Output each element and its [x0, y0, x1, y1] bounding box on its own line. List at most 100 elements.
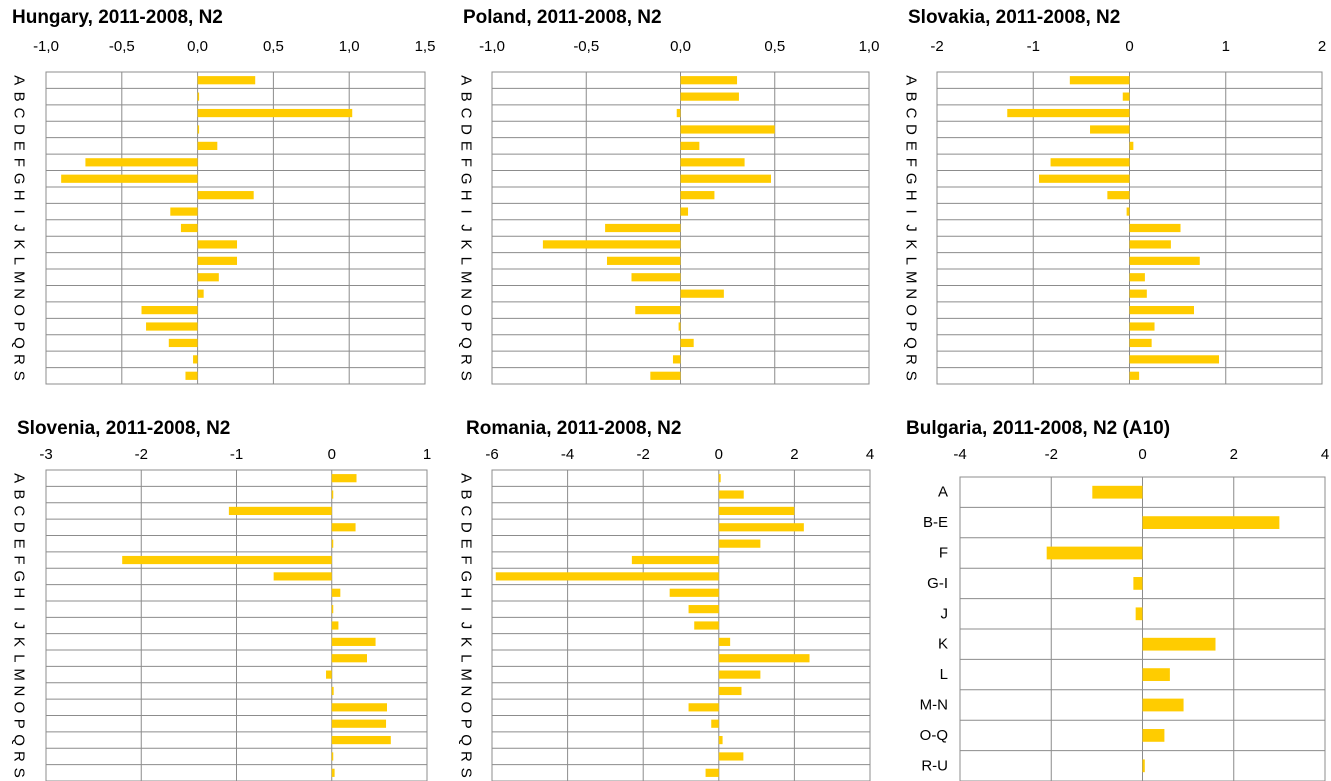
chart-panel-1: Hungary, 2011-2008, N2 -1,0 -0,5 0,0 0,5 1,0 1…: [11, 7, 435, 385]
category-label: N: [903, 288, 920, 299]
category-label: A: [458, 473, 475, 483]
bar-s: [1129, 371, 1140, 380]
category-label: K: [458, 239, 475, 249]
bar-o: [635, 306, 681, 315]
bar-r-u: [1142, 759, 1145, 773]
bar-r: [331, 752, 334, 761]
bar-m: [326, 670, 332, 679]
x-tick-label: 2: [790, 446, 798, 463]
category-label: G: [11, 571, 28, 583]
chart-title: Romania, 2011-2008, N2: [466, 418, 681, 439]
category-label: L: [11, 257, 28, 265]
bar-k: [718, 637, 731, 646]
category-label: B: [11, 92, 28, 102]
category-label: R: [11, 751, 28, 762]
bar-q: [718, 735, 723, 745]
x-tick-label: -4: [953, 446, 966, 463]
chart-panel-2: Poland, 2011-2008, N2 -1,0 -0,5 0,0 0,5 1,0 AB…: [458, 7, 879, 385]
bar-k: [197, 240, 238, 249]
category-label: B-E: [923, 514, 948, 531]
bar-f: [1046, 546, 1143, 560]
bar-d: [197, 125, 200, 134]
bar-l: [331, 654, 367, 663]
category-label: S: [458, 371, 475, 381]
x-tick-label: -0,5: [109, 38, 135, 55]
category-label: M: [458, 668, 475, 681]
bar-a: [680, 76, 738, 85]
category-label: R: [458, 354, 475, 365]
x-tick-label: 0,5: [764, 38, 785, 55]
category-label: K: [903, 239, 920, 249]
category-label: A: [938, 484, 948, 501]
bar-g-i: [1133, 577, 1143, 590]
bar-p: [1129, 322, 1155, 331]
bar-n: [1129, 289, 1147, 298]
bar-q: [680, 338, 694, 348]
bar-m: [631, 273, 681, 282]
bar-e: [197, 141, 218, 150]
bar-b: [718, 490, 744, 499]
bar-e: [680, 141, 700, 150]
category-label: G: [903, 173, 920, 185]
category-label: Q: [458, 734, 475, 746]
category-label: F: [11, 555, 28, 564]
category-label: I: [11, 607, 28, 611]
category-label: O: [11, 304, 28, 316]
bar-j: [694, 621, 719, 630]
category-label: L: [11, 654, 28, 662]
x-tick-label: 0: [328, 446, 336, 463]
bar-k: [542, 240, 681, 249]
category-label: M: [458, 271, 475, 284]
bar-a: [718, 474, 721, 483]
bar-k: [1129, 240, 1171, 249]
category-label: N: [458, 686, 475, 697]
chart-title: Slovakia, 2011-2008, N2: [908, 7, 1120, 28]
category-label: H: [458, 190, 475, 201]
bar-n: [331, 686, 334, 696]
bar-b: [197, 92, 200, 101]
category-label: D: [11, 522, 28, 533]
chart-title: Bulgaria, 2011-2008, N2 (A10): [906, 418, 1170, 439]
x-tick-label: -2: [1045, 446, 1058, 463]
category-label: E: [458, 141, 475, 151]
bar-n: [197, 289, 204, 298]
category-label: H: [903, 190, 920, 201]
bar-b: [1122, 92, 1130, 101]
bar-a: [331, 474, 357, 483]
bar-c: [228, 506, 332, 516]
category-label: Q: [11, 734, 28, 746]
bar-g: [680, 174, 771, 183]
category-label: F: [11, 158, 28, 167]
category-label: J: [11, 224, 28, 232]
bar-o-q: [1142, 729, 1165, 742]
bar-d: [680, 125, 775, 134]
category-label: L: [458, 257, 475, 265]
category-label: P: [458, 719, 475, 729]
bar-r: [672, 355, 681, 364]
x-tick-label: 0,0: [670, 38, 691, 55]
category-label: K: [458, 637, 475, 647]
category-label: K: [938, 636, 948, 653]
category-label: C: [11, 505, 28, 516]
bar-f: [680, 158, 745, 167]
bar-i: [1126, 207, 1130, 216]
bar-i: [170, 207, 198, 216]
category-label: A: [903, 75, 920, 85]
category-label: G: [458, 173, 475, 185]
x-tick-label: 4: [866, 446, 874, 463]
plot-area: [45, 71, 426, 385]
bar-g: [273, 572, 332, 581]
chart-title: Poland, 2011-2008, N2: [463, 7, 662, 28]
bar-j: [331, 621, 339, 630]
category-label: R: [11, 354, 28, 365]
category-label: I: [903, 209, 920, 213]
category-label: P: [11, 322, 28, 332]
category-label: H: [11, 587, 28, 598]
x-tick-label: -6: [485, 446, 498, 463]
category-label: M: [903, 271, 920, 284]
bar-l: [197, 256, 238, 265]
bar-h: [331, 588, 341, 597]
